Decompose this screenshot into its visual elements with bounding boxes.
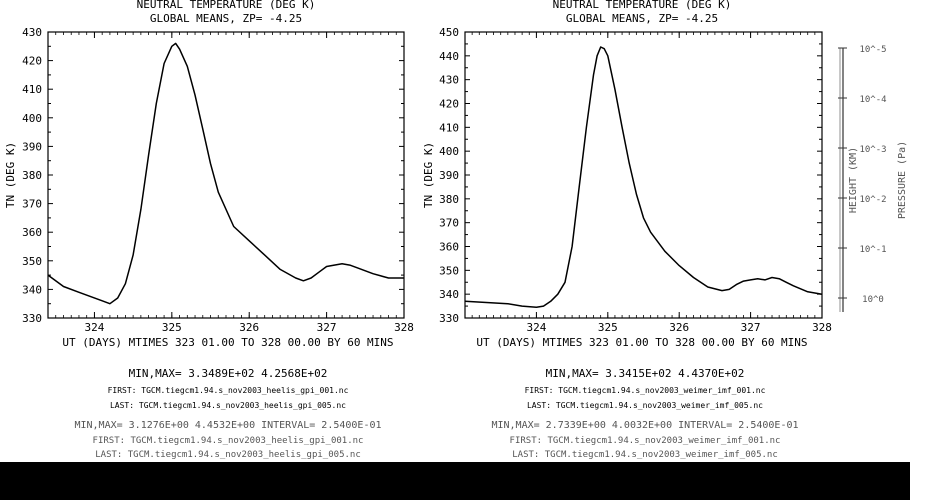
- left-x-axis-label: UT (DAYS) MTIMES 323 01.00 TO 328 00.00 …: [62, 336, 393, 349]
- right-chart-subtitle: GLOBAL MEANS, ZP= -4.25: [566, 12, 718, 25]
- left-y-tick-label: 380: [22, 169, 42, 182]
- right-y-tick-label: 410: [439, 121, 459, 134]
- right-y-tick-label: 440: [439, 50, 459, 63]
- right-x-tick-label: 325: [598, 321, 618, 334]
- left-y-tick-label: 410: [22, 83, 42, 96]
- left-y-tick-label: 350: [22, 255, 42, 268]
- left-blurred-line-3: LAST: TGCM.tiegcm1.94.s_nov2003_heelis_g…: [95, 450, 361, 460]
- right-y-tick-label: 370: [439, 217, 459, 230]
- right-y-tick-label: 380: [439, 193, 459, 206]
- right-y-tick-label: 350: [439, 264, 459, 277]
- right-x-tick-label: 328: [812, 321, 832, 334]
- right-last-file: LAST: TGCM.tiegcm1.94.s_nov2003_weimer_i…: [527, 401, 763, 410]
- left-first-file: FIRST: TGCM.tiegcm1.94.s_nov2003_heelis_…: [108, 386, 349, 395]
- left-x-tick-label: 324: [84, 321, 104, 334]
- right-y-tick-label: 400: [439, 145, 459, 158]
- right-x-tick-label: 326: [669, 321, 689, 334]
- left-y-tick-label: 390: [22, 140, 42, 153]
- right-axis-height-label: HEIGHT (KM): [848, 147, 859, 213]
- right-x-tick-label: 327: [741, 321, 761, 334]
- left-y-tick-label: 370: [22, 198, 42, 211]
- left-chart-title: NEUTRAL TEMPERATURE (DEG K): [137, 0, 316, 11]
- right-y-tick-label: 340: [439, 288, 459, 301]
- right-plot-frame: [464, 31, 823, 319]
- right-chart-title: NEUTRAL TEMPERATURE (DEG K): [553, 0, 732, 11]
- left-x-tick-label: 328: [394, 321, 414, 334]
- secondary-axis-tick-label: 10^-1: [859, 245, 886, 255]
- right-x-tick-label: 324: [526, 321, 546, 334]
- left-plot-frame: [47, 31, 405, 319]
- right-minmax-text: MIN,MAX= 3.3415E+02 4.4370E+02: [546, 367, 745, 380]
- left-y-tick-label: 330: [22, 312, 42, 325]
- right-blurred-line-2: FIRST: TGCM.tiegcm1.94.s_nov2003_weimer_…: [510, 436, 781, 446]
- left-y-tick-label: 400: [22, 112, 42, 125]
- right-blurred-line-3: LAST: TGCM.tiegcm1.94.s_nov2003_weimer_i…: [512, 450, 778, 460]
- secondary-axis-tick-label: 10^-3: [859, 145, 886, 155]
- left-y-tick-label: 430: [22, 26, 42, 39]
- right-y-tick-label: 420: [439, 98, 459, 111]
- left-chart-subtitle: GLOBAL MEANS, ZP= -4.25: [150, 12, 302, 25]
- right-y-tick-label: 330: [439, 312, 459, 325]
- left-y-axis-label: TN (DEG K): [4, 142, 17, 208]
- right-temperature-line: [464, 46, 823, 309]
- left-minmax-text: MIN,MAX= 3.3489E+02 4.2568E+02: [129, 367, 328, 380]
- left-blurred-line-2: FIRST: TGCM.tiegcm1.94.s_nov2003_heelis_…: [93, 436, 364, 446]
- left-x-tick-label: 327: [317, 321, 337, 334]
- right-y-axis-label: TN (DEG K): [422, 142, 435, 208]
- left-blurred-line-1: MIN,MAX= 3.1276E+00 4.4532E+00 INTERVAL=…: [74, 420, 381, 431]
- right-y-tick-label: 390: [439, 169, 459, 182]
- bottom-black-bar: [0, 462, 910, 500]
- secondary-axis-tick-label: 10^0: [862, 295, 884, 305]
- left-x-tick-label: 325: [162, 321, 182, 334]
- right-y-tick-label: 360: [439, 241, 459, 254]
- right-y-tick-label: 450: [439, 26, 459, 39]
- right-axis-pressure-label: PRESSURE (Pa): [897, 141, 908, 219]
- secondary-axis-tick-label: 10^-5: [859, 45, 886, 55]
- secondary-axis-tick-label: 10^-4: [859, 95, 886, 105]
- left-y-tick-label: 420: [22, 55, 42, 68]
- right-blurred-line-1: MIN,MAX= 2.7339E+00 4.0032E+00 INTERVAL=…: [491, 420, 798, 431]
- right-x-axis-label: UT (DAYS) MTIMES 323 01.00 TO 328 00.00 …: [476, 336, 807, 349]
- left-y-tick-label: 360: [22, 226, 42, 239]
- right-first-file: FIRST: TGCM.tiegcm1.94.s_nov2003_weimer_…: [525, 386, 766, 395]
- right-y-tick-label: 430: [439, 74, 459, 87]
- left-y-tick-label: 340: [22, 283, 42, 296]
- secondary-axis-tick-label: 10^-2: [859, 195, 886, 205]
- left-x-tick-label: 326: [239, 321, 259, 334]
- left-temperature-line: [47, 42, 404, 305]
- left-last-file: LAST: TGCM.tiegcm1.94.s_nov2003_heelis_g…: [110, 401, 346, 410]
